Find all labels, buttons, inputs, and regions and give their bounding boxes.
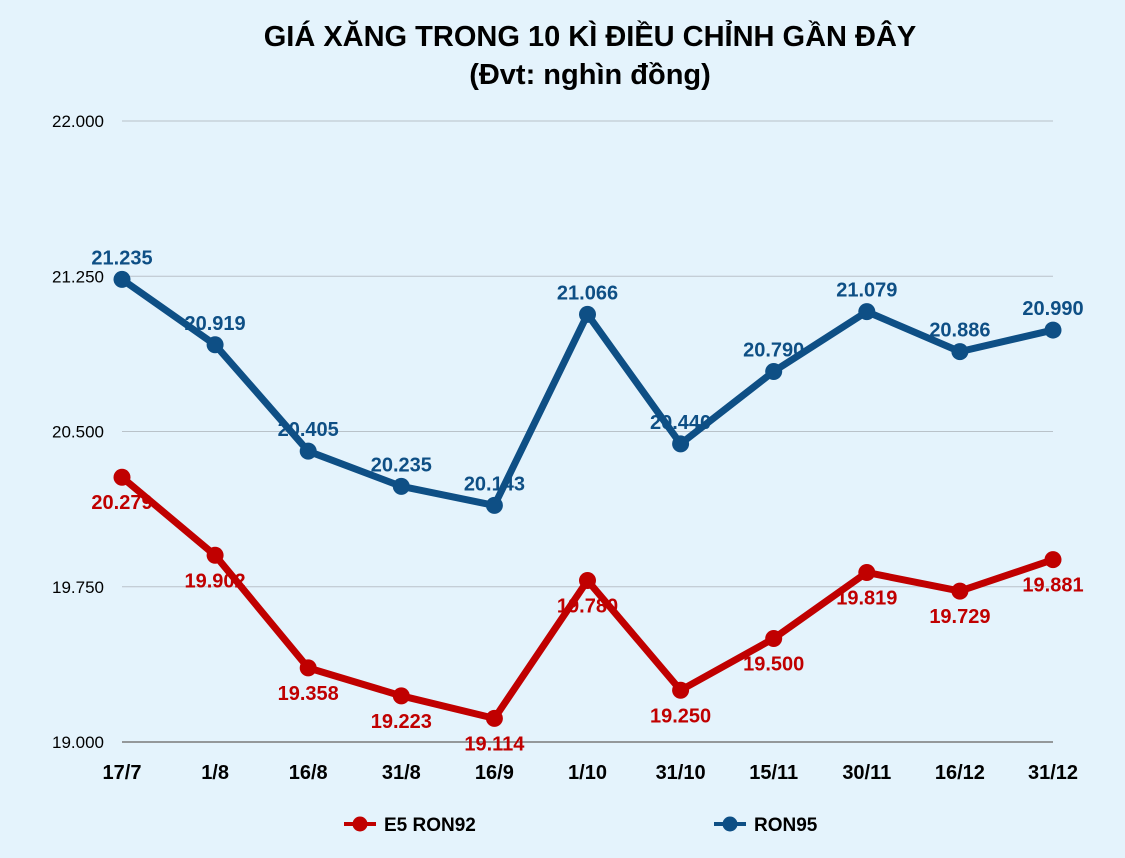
y-tick-label: 22.000 bbox=[52, 112, 104, 131]
legend-marker bbox=[352, 816, 368, 832]
data-label: 19.250 bbox=[650, 705, 711, 727]
y-tick-label: 19.000 bbox=[52, 733, 104, 752]
x-tick-label: 30/11 bbox=[842, 762, 891, 784]
data-point bbox=[951, 582, 969, 600]
data-point bbox=[579, 572, 596, 590]
data-point bbox=[672, 681, 690, 699]
x-tick-label: 16/9 bbox=[475, 762, 514, 784]
x-tick-label: 1/8 bbox=[201, 762, 229, 784]
data-label: 20.886 bbox=[929, 320, 990, 342]
data-point bbox=[765, 362, 783, 380]
data-point bbox=[299, 659, 317, 677]
data-label: 19.902 bbox=[185, 570, 246, 592]
data-label: 19.223 bbox=[371, 711, 432, 733]
legend-label: RON95 bbox=[754, 815, 818, 836]
y-tick-label: 20.500 bbox=[52, 423, 104, 442]
x-tick-label: 15/11 bbox=[749, 762, 798, 784]
x-tick-label: 16/12 bbox=[935, 762, 985, 784]
y-axis-ticks: 22.000 21.250 20.500 19.750 19.000 bbox=[52, 112, 104, 752]
data-point bbox=[113, 468, 131, 486]
data-label: 19.114 bbox=[464, 733, 525, 755]
data-label: 19.881 bbox=[1022, 575, 1083, 597]
x-tick-label: 17/7 bbox=[103, 762, 142, 784]
series-layer: 20.279 19.902 19.358 19.223 19.114 19.780 19.2… bbox=[91, 247, 1083, 755]
data-label: 20.990 bbox=[1022, 298, 1083, 320]
data-label: 20.919 bbox=[185, 313, 246, 335]
data-point bbox=[392, 477, 410, 495]
x-tick-label: 16/8 bbox=[289, 762, 328, 784]
legend-marker bbox=[722, 816, 738, 832]
y-tick-label: 21.250 bbox=[52, 267, 104, 286]
legend-label: E5 RON92 bbox=[384, 815, 476, 836]
x-axis-ticks: 17/7 1/8 16/8 31/8 16/9 1/10 31/10 15/11 30/11 16… bbox=[103, 762, 1079, 784]
data-point bbox=[1044, 551, 1062, 569]
data-point bbox=[858, 563, 876, 581]
data-point bbox=[485, 496, 503, 514]
data-label: 21.079 bbox=[836, 280, 897, 302]
data-point bbox=[858, 303, 876, 321]
data-label: 20.143 bbox=[464, 473, 525, 495]
data-label: 20.235 bbox=[371, 454, 432, 476]
legend-item: E5 RON92 bbox=[344, 815, 476, 836]
data-label: 19.358 bbox=[278, 683, 339, 705]
x-tick-label: 31/12 bbox=[1028, 762, 1078, 784]
x-tick-label: 31/10 bbox=[656, 762, 706, 784]
data-point bbox=[299, 442, 317, 460]
x-tick-label: 1/10 bbox=[568, 762, 607, 784]
data-point bbox=[206, 546, 224, 564]
data-point bbox=[392, 687, 410, 705]
legend-item: RON95 bbox=[714, 815, 818, 836]
gridlines bbox=[122, 120, 1053, 743]
data-label: 20.790 bbox=[743, 339, 804, 361]
data-label: 19.819 bbox=[836, 587, 897, 609]
data-label: 20.279 bbox=[91, 492, 152, 514]
data-label: 20.440 bbox=[650, 412, 711, 434]
chart-subtitle: (Đvt: nghìn đồng) bbox=[469, 59, 711, 91]
chart-title: GIÁ XĂNG TRONG 10 KÌ ĐIỀU CHỈNH GẦN ĐÂY bbox=[264, 19, 917, 53]
data-point bbox=[206, 336, 224, 354]
data-label: 19.500 bbox=[743, 654, 804, 676]
data-label: 20.405 bbox=[278, 419, 339, 441]
data-label: 21.235 bbox=[91, 247, 152, 269]
series-ron95: 21.235 20.919 20.405 20.235 20.143 21.066 20.4… bbox=[91, 247, 1084, 514]
data-point bbox=[579, 305, 596, 323]
y-tick-label: 19.750 bbox=[52, 578, 104, 597]
data-point bbox=[1044, 321, 1062, 339]
data-label: 21.066 bbox=[557, 282, 618, 304]
data-point bbox=[951, 343, 969, 361]
data-label: 19.729 bbox=[929, 606, 990, 628]
data-label: 19.780 bbox=[557, 596, 618, 618]
legend: E5 RON92 RON95 bbox=[344, 815, 818, 836]
data-point bbox=[765, 630, 783, 647]
data-point bbox=[672, 435, 690, 453]
x-tick-label: 31/8 bbox=[382, 762, 421, 784]
data-point bbox=[485, 709, 503, 727]
data-point bbox=[113, 270, 131, 288]
series-e5-ron92: 20.279 19.902 19.358 19.223 19.114 19.780 19.2… bbox=[91, 468, 1084, 755]
